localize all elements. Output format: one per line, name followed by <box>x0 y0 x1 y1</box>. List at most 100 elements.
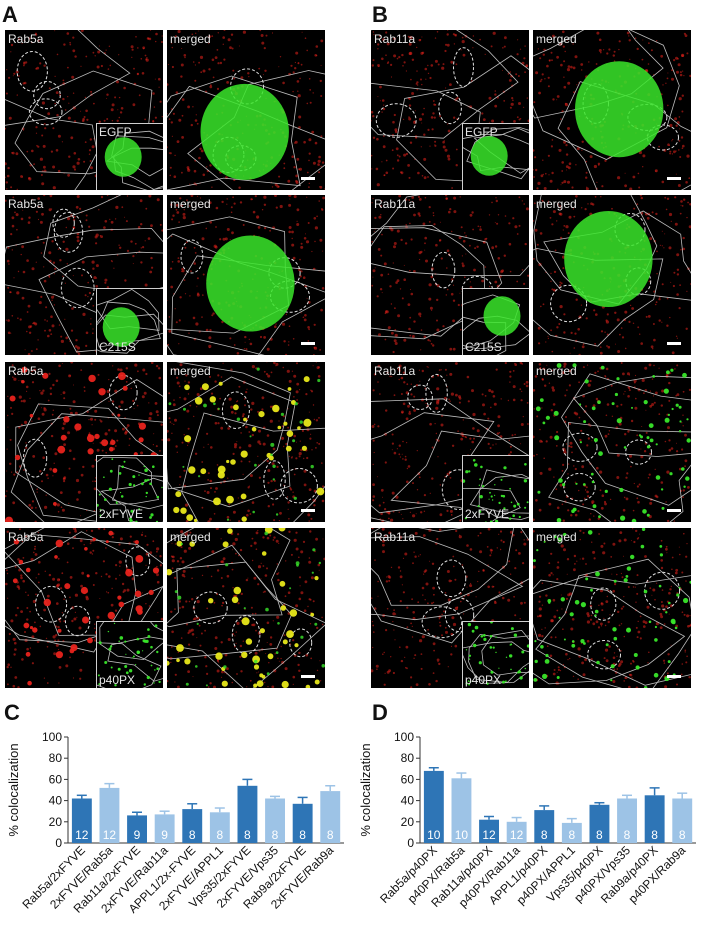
signal-spot <box>317 378 321 383</box>
signal-spot <box>7 286 10 289</box>
signal-spot <box>519 676 523 680</box>
signal-spot <box>259 628 265 634</box>
signal-spot <box>660 615 664 619</box>
signal-spot <box>439 621 441 624</box>
signal-spot <box>181 171 183 174</box>
signal-spot <box>217 465 226 474</box>
signal-spot <box>469 680 472 683</box>
signal-spot <box>551 34 555 38</box>
signal-spot <box>288 518 290 520</box>
signal-spot <box>258 411 265 418</box>
signal-spot <box>192 316 196 320</box>
signal-spot <box>631 518 637 522</box>
signal-spot <box>524 667 527 670</box>
signal-spot <box>421 36 423 38</box>
signal-spot <box>285 469 287 471</box>
signal-spot <box>540 174 544 178</box>
signal-spot <box>403 278 406 281</box>
signal-spot <box>172 112 175 115</box>
signal-spot <box>317 375 321 378</box>
signal-spot <box>287 344 290 346</box>
signal-spot <box>109 469 113 473</box>
signal-spot <box>490 552 493 554</box>
signal-spot <box>249 435 252 438</box>
signal-spot <box>13 72 16 75</box>
signal-spot <box>663 388 669 394</box>
signal-spot <box>412 482 414 485</box>
inset-image: p40PX <box>96 621 163 688</box>
signal-spot <box>408 116 410 118</box>
signal-spot <box>421 83 423 86</box>
signal-spot <box>390 76 393 78</box>
signal-spot <box>420 349 422 351</box>
signal-spot <box>681 611 684 613</box>
signal-spot <box>475 596 477 598</box>
signal-spot <box>465 436 467 439</box>
signal-spot <box>575 298 578 301</box>
signal-spot <box>539 614 542 618</box>
signal-spot <box>383 651 385 654</box>
signal-spot <box>82 616 89 624</box>
scale-bar <box>667 509 681 512</box>
cell-outline <box>43 195 163 296</box>
signal-spot <box>637 172 640 175</box>
signal-spot <box>50 315 53 318</box>
signal-spot <box>69 576 73 579</box>
signal-spot <box>232 69 235 72</box>
signal-spot <box>60 587 63 590</box>
signal-spot <box>72 457 76 461</box>
signal-spot <box>73 152 77 155</box>
signal-spot <box>306 196 308 198</box>
signal-spot <box>52 475 54 477</box>
signal-spot <box>419 639 423 643</box>
signal-spot <box>432 212 435 214</box>
signal-spot <box>302 276 306 279</box>
signal-spot <box>517 39 519 41</box>
signal-spot <box>479 228 482 231</box>
signal-spot <box>560 63 563 67</box>
signal-spot <box>382 501 385 504</box>
signal-spot <box>385 580 389 583</box>
signal-spot <box>12 75 14 77</box>
signal-spot <box>256 672 258 674</box>
signal-spot <box>102 560 105 563</box>
signal-spot <box>467 400 470 403</box>
signal-spot <box>141 72 145 75</box>
signal-spot <box>137 226 141 229</box>
signal-spot <box>200 468 207 475</box>
signal-spot <box>251 433 254 437</box>
signal-spot <box>321 161 325 164</box>
signal-spot <box>72 36 75 39</box>
signal-spot <box>114 96 117 99</box>
signal-spot <box>406 480 409 484</box>
signal-spot <box>275 323 277 325</box>
signal-spot <box>35 126 38 129</box>
signal-spot <box>202 173 206 177</box>
signal-spot <box>153 106 156 108</box>
signal-spot <box>288 530 291 533</box>
signal-spot <box>658 298 661 301</box>
signal-spot <box>167 299 168 301</box>
signal-spot <box>144 479 148 483</box>
signal-spot <box>153 433 155 435</box>
signal-spot <box>659 626 663 629</box>
signal-spot <box>514 433 516 436</box>
signal-spot <box>553 615 557 619</box>
signal-spot <box>684 34 688 37</box>
signal-spot <box>645 315 648 318</box>
signal-spot <box>683 32 686 35</box>
signal-spot <box>541 440 543 443</box>
signal-spot <box>414 110 416 112</box>
signal-spot <box>424 196 427 199</box>
signal-spot <box>245 638 253 645</box>
signal-spot <box>651 378 654 380</box>
signal-spot <box>623 596 625 598</box>
signal-spot <box>616 573 618 576</box>
signal-spot <box>624 310 628 314</box>
signal-spot <box>434 423 436 425</box>
y-tick-label: 100 <box>394 730 414 744</box>
signal-spot <box>407 164 410 167</box>
signal-spot <box>57 628 62 633</box>
signal-spot <box>388 579 391 582</box>
signal-spot <box>372 499 375 502</box>
